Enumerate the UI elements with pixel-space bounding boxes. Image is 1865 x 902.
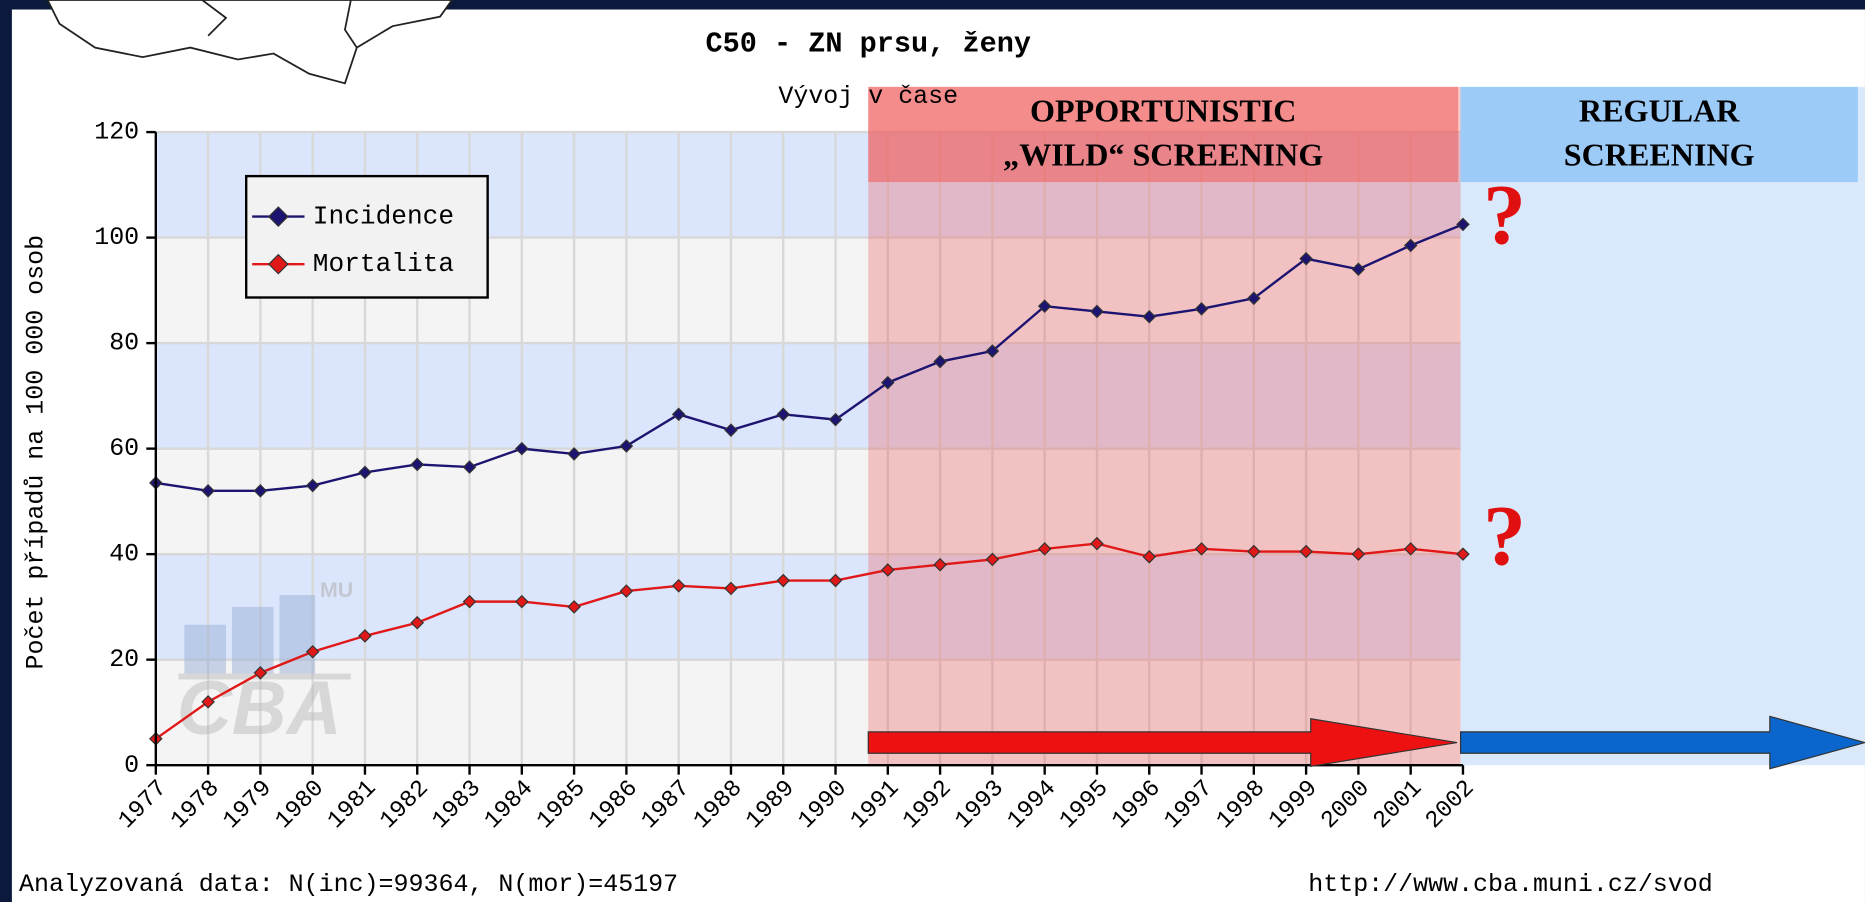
- point: [410, 457, 425, 472]
- point: [1299, 251, 1313, 266]
- point: [567, 447, 581, 461]
- band: [155, 554, 1463, 660]
- band: [155, 343, 1463, 449]
- y-axis-label: Počet případů na 100 000 osob: [21, 235, 50, 670]
- point: [671, 407, 686, 422]
- footer-right: http://www.cba.muni.cz/svod: [1308, 870, 1712, 899]
- point: [1456, 547, 1470, 561]
- point: [1142, 549, 1157, 564]
- point: [358, 465, 372, 480]
- point: [462, 460, 477, 474]
- point: [253, 666, 268, 680]
- logo-block: [279, 595, 316, 679]
- point: [1351, 262, 1366, 277]
- point: [462, 594, 477, 609]
- map-outline: [46, 0, 454, 85]
- point: [671, 579, 686, 593]
- point: [515, 441, 529, 456]
- annotation: REGULAR: [1579, 93, 1740, 129]
- y-tick-label: 60: [109, 434, 139, 463]
- y-tick-label: 0: [124, 751, 139, 780]
- point: [776, 407, 791, 422]
- chart-title: C50 - ZN prsu, ženy: [706, 28, 1031, 61]
- y-tick-label: 20: [109, 645, 139, 674]
- arrow-blue: [1459, 715, 1865, 770]
- y-tick-label: 40: [109, 540, 139, 569]
- point: [201, 695, 215, 709]
- annotation: SCREENING: [1564, 137, 1755, 173]
- arrow-red: [867, 718, 1458, 768]
- opportunistic-region: [868, 86, 1461, 766]
- watermark-text: MU: [320, 578, 353, 602]
- chart-body: MU CBA OPPORTUNISTIC „WILD“ SCREENING RE…: [11, 0, 1865, 902]
- point: [985, 344, 1000, 358]
- point: [776, 573, 791, 588]
- map-border: [201, 0, 358, 49]
- point: [1403, 542, 1418, 556]
- point: [1037, 542, 1052, 556]
- legend: Incidence Mortalita: [245, 174, 489, 299]
- legend-label: Incidence: [313, 201, 454, 231]
- question-mark: ?: [1483, 167, 1526, 262]
- point: [515, 594, 529, 609]
- point: [1456, 217, 1470, 232]
- point: [1194, 302, 1209, 316]
- point: [933, 557, 947, 572]
- point: [1403, 238, 1418, 253]
- legend-marker: [267, 206, 289, 227]
- legend-box: [245, 174, 489, 299]
- annotation: OPPORTUNISTIC: [1030, 93, 1296, 129]
- logo-line: [178, 673, 351, 680]
- point: [1090, 304, 1104, 319]
- annotation: „WILD“ SCREENING: [1003, 137, 1323, 173]
- chart-subtitle: Vývoj v čase: [778, 82, 958, 111]
- logo-block: [231, 606, 274, 679]
- point: [253, 484, 268, 498]
- band: [155, 448, 1463, 555]
- series-line: [155, 542, 1464, 740]
- point: [1299, 544, 1313, 559]
- opportunistic-header: [868, 86, 1459, 183]
- point: [1247, 291, 1261, 306]
- footer-left: Analyzovaná data: N(inc)=99364, N(mor)=4…: [19, 870, 678, 899]
- point: [828, 573, 843, 588]
- logo-block: [184, 624, 226, 679]
- point: [724, 581, 738, 596]
- point: [1090, 536, 1104, 551]
- point: [567, 600, 581, 614]
- legend-marker: [267, 253, 289, 275]
- point: [1194, 542, 1209, 556]
- regular-header: [1460, 86, 1858, 183]
- point: [985, 552, 1000, 567]
- point: [881, 375, 895, 390]
- point: [1247, 544, 1261, 559]
- y-tick-label: 100: [94, 223, 139, 252]
- point: [933, 354, 947, 369]
- point: [305, 644, 320, 659]
- point: [410, 615, 425, 630]
- point: [1037, 299, 1052, 313]
- y-tick-label: 120: [94, 118, 139, 147]
- question-mark: ?: [1483, 489, 1526, 584]
- point: [724, 423, 738, 437]
- point: [1142, 309, 1157, 324]
- point: [619, 584, 634, 598]
- point: [619, 439, 634, 453]
- point: [358, 629, 372, 643]
- point: [305, 478, 320, 493]
- legend-label: Mortalita: [313, 249, 454, 279]
- regular-region: [1460, 86, 1865, 766]
- point: [881, 563, 895, 577]
- watermark: MU CBA: [177, 578, 353, 751]
- point: [201, 484, 215, 498]
- lines: [149, 217, 1470, 746]
- point: [828, 412, 843, 427]
- point: [1351, 547, 1366, 561]
- series-line: [155, 223, 1464, 493]
- y-tick-label: 80: [109, 329, 139, 358]
- watermark-text: CBA: [177, 666, 342, 751]
